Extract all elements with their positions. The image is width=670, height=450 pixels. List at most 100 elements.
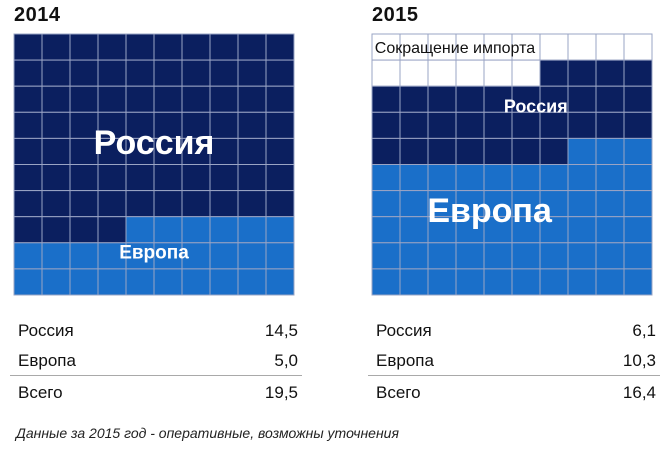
waffle-cell: [595, 190, 625, 218]
waffle-cell: [125, 190, 155, 218]
waffle-cell: [595, 137, 625, 166]
waffle-cell: [13, 85, 43, 113]
waffle-cell: [371, 216, 401, 244]
waffle-cell: [181, 242, 211, 270]
waffle-cell: [237, 137, 267, 166]
waffle-cell: [567, 85, 597, 113]
waffle-cell: [623, 111, 653, 139]
waffle-grid-2014: Россия Европа: [13, 33, 295, 296]
waffle-cell: [511, 242, 541, 270]
waffle-cell: [125, 216, 155, 244]
waffle-cell: [125, 33, 155, 61]
waffle-cell: [125, 242, 155, 270]
waffle-cell: [153, 33, 183, 61]
waffle-cell: [237, 216, 267, 244]
waffle-cell: [97, 216, 127, 244]
waffle-cell: [237, 85, 267, 113]
waffle-cell: [69, 59, 99, 87]
waffle-cell: [455, 111, 485, 139]
waffle-cell: [455, 268, 485, 296]
waffle-cell: [483, 85, 513, 113]
waffle-cell: [237, 111, 267, 139]
waffle-cell: [623, 190, 653, 218]
waffle-cell: [209, 137, 239, 166]
waffle-cell: [41, 111, 71, 139]
waffle-cell: [623, 33, 653, 61]
waffle-cell: [265, 33, 295, 61]
row-label: Всего: [18, 383, 63, 402]
waffle-cell: [567, 137, 597, 166]
waffle-cell: [41, 216, 71, 244]
waffle-cell: [455, 164, 485, 192]
waffle-cell: [181, 216, 211, 244]
waffle-label: Россия: [504, 96, 568, 116]
waffle-cell: [69, 164, 99, 192]
waffle-grid-2015: Сокращение импорта Россия Европа: [371, 33, 653, 296]
waffle-cell: [567, 111, 597, 139]
waffle-cell: [181, 59, 211, 87]
waffle-cell: [567, 164, 597, 192]
waffle-cell: [399, 216, 429, 244]
row-label: Европа: [18, 351, 76, 370]
row-label: Россия: [18, 321, 74, 340]
waffle-cell: [455, 137, 485, 166]
waffle-cell: [399, 137, 429, 166]
waffle-cell: [455, 85, 485, 113]
row-value: 6,1: [632, 321, 656, 340]
waffle-cell: [153, 190, 183, 218]
waffle-cell: [427, 242, 457, 270]
waffle-cell: [511, 59, 541, 87]
waffle-cell: [623, 59, 653, 87]
waffle-cell: [595, 242, 625, 270]
waffle-cell: [539, 137, 569, 166]
waffle-cell: [427, 190, 457, 218]
row-value: 14,5: [264, 321, 298, 340]
waffle-cell: [483, 268, 513, 296]
row-label: Европа: [376, 351, 434, 370]
waffle-cell: [371, 242, 401, 270]
waffle-cell: [153, 59, 183, 87]
waffle-cell: [13, 59, 43, 87]
waffle-cell: [483, 59, 513, 87]
table-row-russia: Россия 6,1: [376, 318, 656, 344]
waffle-cell: [69, 33, 99, 61]
waffle-cell: [97, 33, 127, 61]
waffle-cell: [153, 216, 183, 244]
waffle-cell: [623, 216, 653, 244]
waffle-cell: [13, 216, 43, 244]
waffle-cell: [209, 33, 239, 61]
waffle-cell: [125, 164, 155, 192]
waffle-svg: Сокращение импорта Россия Европа: [371, 33, 653, 296]
waffle-cell: [539, 242, 569, 270]
waffle-cell: [567, 59, 597, 87]
waffle-cell: [209, 164, 239, 192]
waffle-cell: [427, 111, 457, 139]
waffle-cell: [595, 268, 625, 296]
waffle-cell: [181, 85, 211, 113]
waffle-cell: [427, 268, 457, 296]
waffle-cell: [13, 268, 43, 296]
waffle-cell: [69, 242, 99, 270]
waffle-cell: [69, 85, 99, 113]
waffle-cell: [455, 242, 485, 270]
waffle-cell: [237, 33, 267, 61]
waffle-cell: [265, 137, 295, 166]
waffle-cell: [13, 190, 43, 218]
waffle-cell: [371, 268, 401, 296]
waffle-label: Россия: [94, 124, 215, 162]
waffle-cell: [399, 164, 429, 192]
waffle-cell: [371, 85, 401, 113]
waffle-cell: [483, 190, 513, 218]
waffle-cell: [13, 33, 43, 61]
waffle-cell: [427, 59, 457, 87]
waffle-cell: [209, 85, 239, 113]
waffle-cell: [511, 268, 541, 296]
waffle-cell: [483, 242, 513, 270]
waffle-cell: [69, 111, 99, 139]
waffle-cell: [595, 85, 625, 113]
waffle-cell: [13, 242, 43, 270]
panel-2014: 2014 Россия Европа Россия 14,5 Европа 5,0…: [0, 0, 302, 420]
footnote: Данные за 2015 год - оперативные, возмож…: [16, 425, 399, 441]
waffle-cell: [399, 59, 429, 87]
waffle-cell: [455, 59, 485, 87]
